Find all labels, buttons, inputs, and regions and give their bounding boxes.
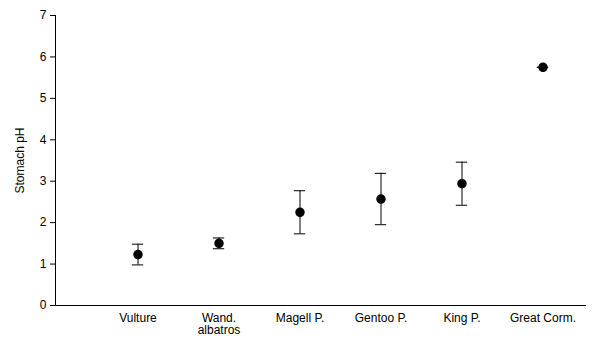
svg-text:2: 2 <box>40 215 47 229</box>
svg-text:Vulture: Vulture <box>119 311 157 325</box>
svg-text:King P.: King P. <box>443 311 480 325</box>
svg-text:7: 7 <box>40 8 47 22</box>
svg-text:Gentoo P.: Gentoo P. <box>355 311 408 325</box>
svg-text:4: 4 <box>40 133 47 147</box>
svg-text:3: 3 <box>40 174 47 188</box>
svg-text:1: 1 <box>40 257 47 271</box>
svg-text:5: 5 <box>40 91 47 105</box>
svg-text:Stomach pH: Stomach pH <box>13 127 27 193</box>
svg-text:Wand.albatros: Wand.albatros <box>198 311 241 337</box>
svg-text:6: 6 <box>40 50 47 64</box>
svg-text:Magell P.: Magell P. <box>276 311 324 325</box>
svg-text:Great Corm.: Great Corm. <box>510 311 576 325</box>
svg-text:0: 0 <box>40 298 47 312</box>
